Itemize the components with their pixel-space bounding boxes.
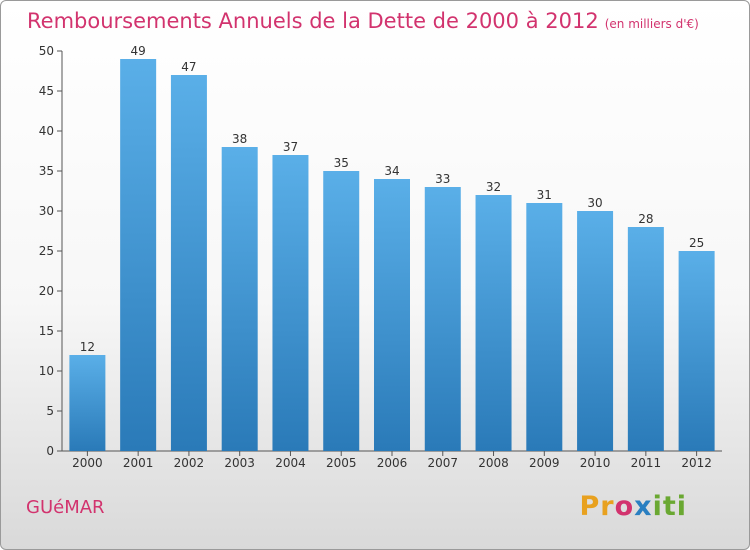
bar-value-label: 35 [334,156,349,170]
bar [272,155,309,451]
y-tick-label: 30 [39,204,54,218]
bar [69,355,106,451]
x-tick-label: 2001 [123,456,154,470]
x-tick-label: 2005 [326,456,357,470]
bar-value-label: 12 [80,340,95,354]
bar-value-label: 49 [131,44,146,58]
proxiti-logo: Proxiti [579,491,687,522]
y-tick-label: 25 [39,244,54,258]
bar [374,179,410,451]
bar [170,75,207,451]
bar-value-label: 33 [435,172,450,186]
chart-title: Remboursements Annuels de la Dette de 20… [27,9,699,33]
bar [678,251,715,451]
x-tick-label: 2012 [681,456,712,470]
bar [424,187,461,451]
bar-value-label: 47 [181,60,196,74]
bar-value-label: 38 [232,132,247,146]
bar-value-label: 25 [689,236,704,250]
x-tick-label: 2004 [275,456,306,470]
bar-value-label: 37 [283,140,298,154]
y-tick-label: 0 [46,444,54,458]
x-tick-label: 2010 [580,456,611,470]
x-tick-label: 2003 [224,456,255,470]
bar-value-label: 30 [587,196,602,210]
bar [323,171,360,451]
bar-value-label: 31 [537,188,552,202]
y-tick-label: 40 [39,124,54,138]
bar-value-label: 32 [486,180,501,194]
chart-subtitle: (en milliers d'€) [604,17,699,31]
bar [627,227,664,451]
city-name: GUéMAR [26,497,105,518]
y-tick-label: 35 [39,164,54,178]
bar [120,59,157,451]
chart-title-text: Remboursements Annuels de la Dette de 20… [27,9,599,33]
y-tick-label: 10 [39,364,54,378]
bar-value-label: 34 [384,164,399,178]
x-tick-label: 2008 [478,456,509,470]
bar [577,211,614,451]
y-tick-label: 20 [39,284,54,298]
x-tick-label: 2000 [72,456,103,470]
x-tick-label: 2002 [174,456,205,470]
x-tick-label: 2011 [631,456,662,470]
x-tick-label: 2006 [377,456,408,470]
x-tick-label: 2007 [427,456,458,470]
y-tick-label: 50 [39,44,54,58]
y-tick-label: 45 [39,84,54,98]
bar [526,203,563,451]
bar [221,147,258,451]
y-tick-label: 5 [46,404,54,418]
y-tick-label: 15 [39,324,54,338]
bar-value-label: 28 [638,212,653,226]
bar [475,195,512,451]
x-tick-label: 2009 [529,456,560,470]
